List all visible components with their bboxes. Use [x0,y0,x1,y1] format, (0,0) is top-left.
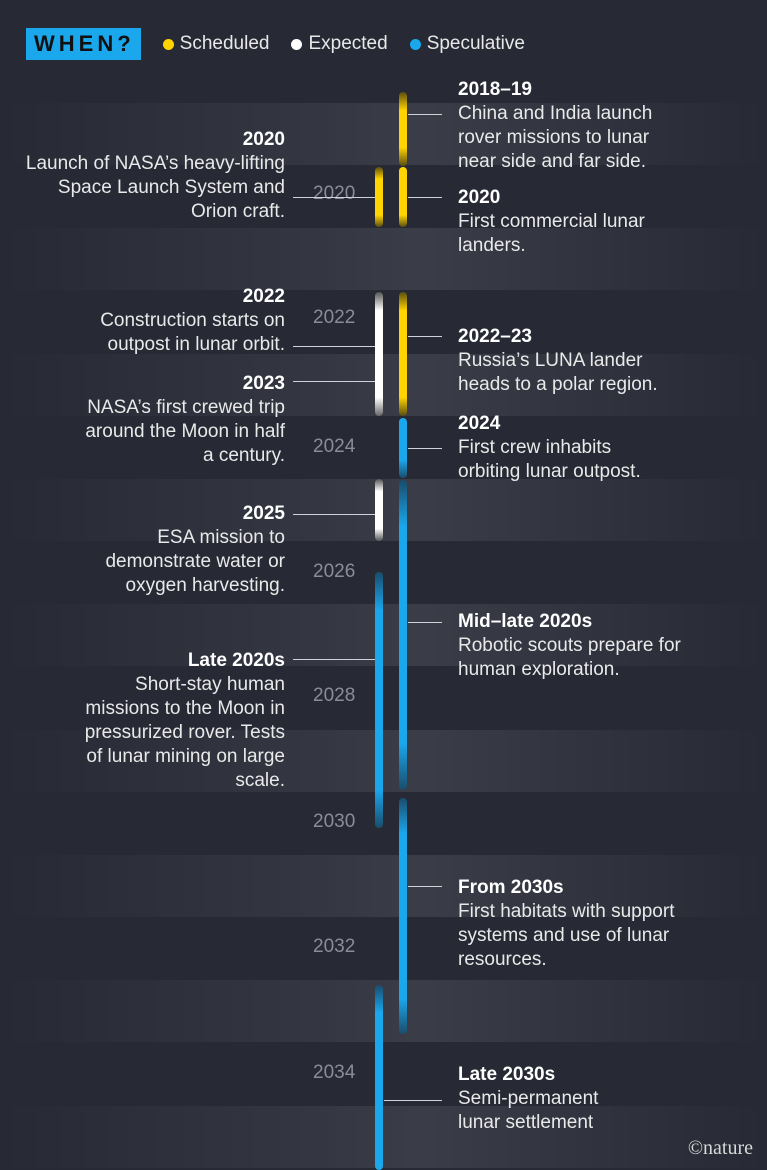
event-left-2023: 2023 NASA’s first crewed trip around the… [80,372,285,468]
event-right-2018-19: 2018–19 China and India launch rover mis… [458,78,688,174]
year-band [0,604,767,666]
timeline-bar-speculative [399,480,407,790]
event-left-2025: 2025 ESA mission to demonstrate water or… [70,502,285,598]
event-right-2022-23: 2022–23 Russia’s LUNA lander heads to a … [458,325,690,397]
year-label: 2028 [313,685,356,706]
connector-line [293,659,375,660]
event-right-2020: 2020 First commercial lunar landers. [458,186,658,258]
legend-label: Expected [308,33,388,54]
event-description: Short-stay human missions to the Moon in… [84,674,285,791]
event-description: ESA mission to demonstrate water or oxyg… [105,527,285,596]
timeline-bar-speculative [375,985,383,1170]
connector-line [293,381,375,382]
connector-line [408,336,442,337]
event-right-late-2030s: Late 2030s Semi-permanent lunar settleme… [458,1063,638,1135]
connector-line [408,448,442,449]
year-band [0,730,767,792]
year-label: 2026 [313,561,356,582]
event-description: China and India launch rover missions to… [458,103,653,172]
event-right-from-2030s: From 2030s First habitats with support s… [458,876,680,972]
year-label: 2032 [313,936,356,957]
blue-dot-icon [409,38,421,50]
connector-line [384,1100,442,1101]
event-date: 2022 [242,286,285,307]
connector-line [293,197,375,198]
year-band [0,479,767,541]
timeline-bar-expected [375,292,383,416]
event-date: Mid–late 2020s [458,611,593,632]
timeline-bar-scheduled [399,167,407,227]
event-left-2020: 2020 Launch of NASA’s heavy-lifting Spac… [15,128,285,224]
yellow-dot-icon [162,38,174,50]
year-band [0,228,767,290]
connector-line [293,514,375,515]
year-band [0,1106,767,1168]
timeline-bar-speculative [375,572,383,828]
year-band [0,855,767,917]
event-description: First habitats with support systems and … [458,901,675,970]
event-left-2022: 2022 Construction starts on outpost in l… [65,285,285,357]
event-date: 2024 [458,413,501,434]
event-date: 2023 [242,373,285,394]
event-date: From 2030s [458,877,564,898]
event-description: NASA’s first crewed trip around the Moon… [85,397,285,466]
legend-item-speculative: Speculative [409,33,525,55]
connector-line [408,886,442,887]
timeline-bar-expected [375,479,383,541]
timeline-bar-scheduled [399,292,407,416]
connector-line [408,197,442,198]
event-date: 2020 [458,187,501,208]
year-label: 2024 [313,436,356,457]
event-left-late-2020s: Late 2020s Short-stay human missions to … [70,649,285,793]
legend-item-expected: Expected [291,33,388,55]
connector-line [408,114,442,115]
timeline-bar-scheduled [375,167,383,227]
event-description: First commercial lunar landers. [458,211,645,256]
event-date: Late 2020s [187,650,285,671]
legend-label: Speculative [426,33,525,54]
event-date: 2020 [242,129,285,150]
event-description: Robotic scouts prepare for human explora… [458,635,681,680]
event-right-2024: 2024 First crew inhabits orbiting lunar … [458,412,678,484]
year-label: 2022 [313,307,356,328]
event-date: 2022–23 [458,326,532,347]
event-description: Russia’s LUNA lander heads to a polar re… [458,350,658,395]
legend-label: Scheduled [179,33,270,54]
timeline-bar-speculative [399,798,407,1034]
event-description: Launch of NASA’s heavy-lifting Space Lau… [25,153,285,222]
event-date: 2018–19 [458,79,532,100]
connector-line [293,346,375,347]
event-description: Construction starts on outpost in lunar … [100,310,285,355]
when-badge: WHEN? [26,28,141,60]
event-description: First crew inhabits orbiting lunar outpo… [458,437,641,482]
event-date: Late 2030s [458,1064,556,1085]
year-band [0,354,767,416]
timeline-bar-scheduled [399,92,407,166]
year-label: 2030 [313,811,356,832]
legend-item-scheduled: Scheduled [162,33,270,55]
event-description: Semi-permanent lunar settlement [458,1088,599,1133]
timeline-bar-speculative [399,418,407,478]
year-label: 2034 [313,1062,356,1083]
event-right-mid-late-2020s: Mid–late 2020s Robotic scouts prepare fo… [458,610,688,682]
year-band [0,103,767,165]
year-label: 2020 [313,183,356,204]
year-band [0,980,767,1042]
event-date: 2025 [242,503,285,524]
nature-credit-logo: ©nature [687,1137,753,1159]
connector-line [408,622,442,623]
white-dot-icon [291,38,303,50]
legend-header: WHEN? Scheduled Expected Speculative [26,28,525,60]
